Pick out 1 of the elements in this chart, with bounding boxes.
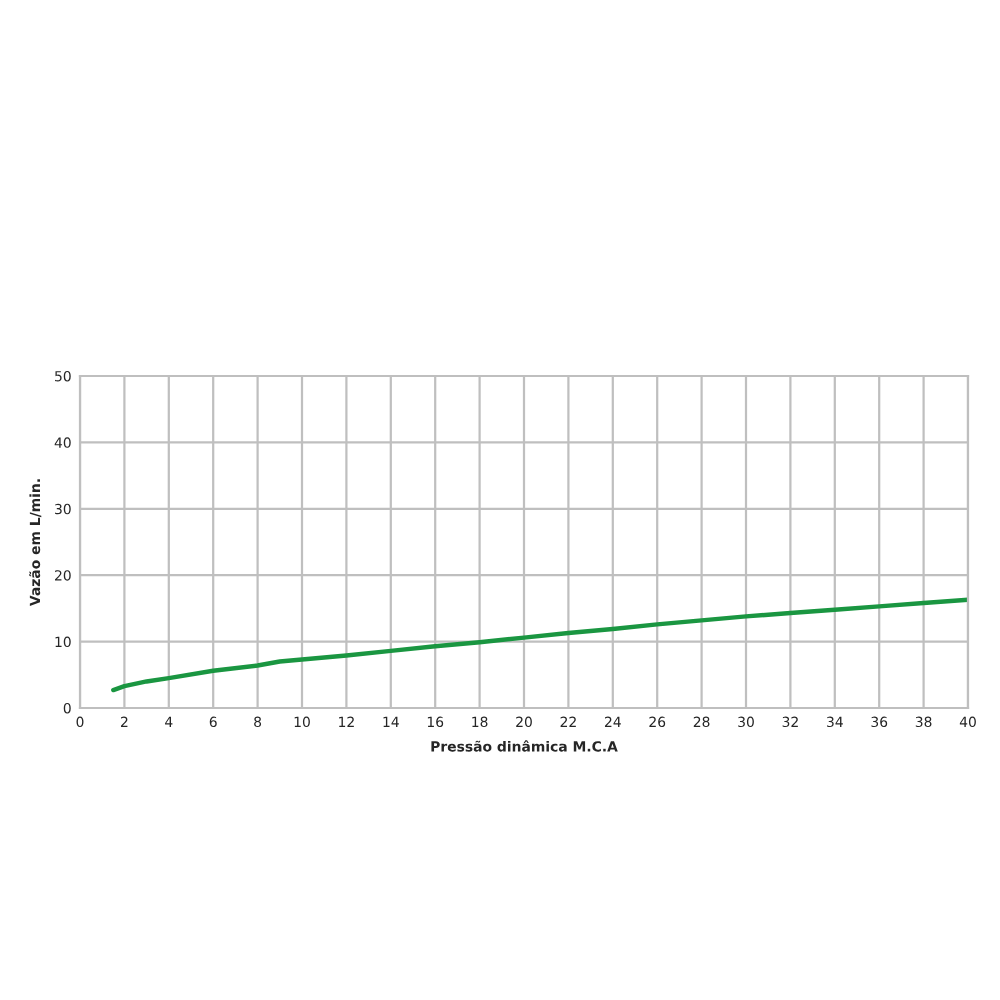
line-series — [111, 597, 968, 693]
